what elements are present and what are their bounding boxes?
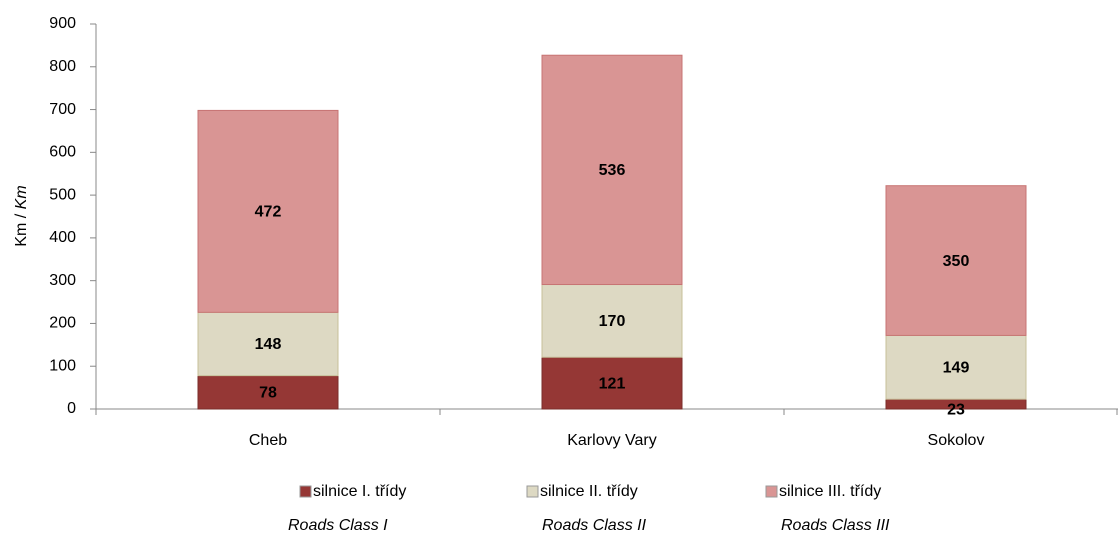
value-label: 472	[255, 204, 282, 221]
bar-segment	[541, 356, 683, 410]
value-label: 170	[599, 313, 626, 330]
legend-swatch	[526, 485, 539, 498]
legend-label-en: Roads Class III	[781, 517, 890, 534]
legend-label-en: Roads Class II	[542, 517, 647, 534]
value-label: 149	[943, 360, 970, 377]
value-label: 350	[943, 253, 970, 270]
legend-swatch	[299, 485, 312, 498]
x-tick-label: Cheb	[249, 432, 287, 449]
bar-segment	[541, 284, 683, 358]
y-tick-label: 300	[49, 272, 76, 289]
value-label: 78	[259, 385, 277, 402]
legend-label: silnice II. třídy	[540, 483, 638, 500]
value-label: 23	[947, 401, 965, 418]
y-tick-label: 200	[49, 315, 76, 332]
value-label: 536	[599, 162, 626, 179]
bar-segment	[885, 334, 1027, 400]
bar-segment	[197, 109, 339, 313]
y-label-upright: Km /	[13, 213, 30, 246]
x-tick-label: Karlovy Vary	[567, 432, 657, 449]
x-tick-label: Sokolov	[928, 432, 985, 449]
legend-swatch	[765, 485, 778, 498]
bar-segment	[885, 185, 1027, 336]
y-tick-label: 700	[49, 101, 76, 118]
bar-segment	[197, 311, 339, 377]
y-tick-label: 800	[49, 58, 76, 75]
y-tick-label: 400	[49, 229, 76, 246]
legend-label-en: Roads Class I	[288, 517, 388, 534]
y-tick-label: 500	[49, 186, 76, 203]
value-label: 121	[599, 375, 626, 392]
y-tick-label: 0	[67, 400, 76, 417]
y-axis-label: Km / Km	[13, 185, 30, 246]
legend-label: silnice III. třídy	[779, 483, 881, 500]
y-tick-label: 100	[49, 357, 76, 374]
y-tick-label: 900	[49, 15, 76, 32]
value-label: 148	[255, 336, 282, 353]
bar-segment	[541, 54, 683, 286]
bar-segment	[197, 375, 339, 410]
y-label-italic: Km	[13, 185, 30, 209]
y-tick-label: 600	[49, 144, 76, 161]
legend-label: silnice I. třídy	[313, 483, 406, 500]
